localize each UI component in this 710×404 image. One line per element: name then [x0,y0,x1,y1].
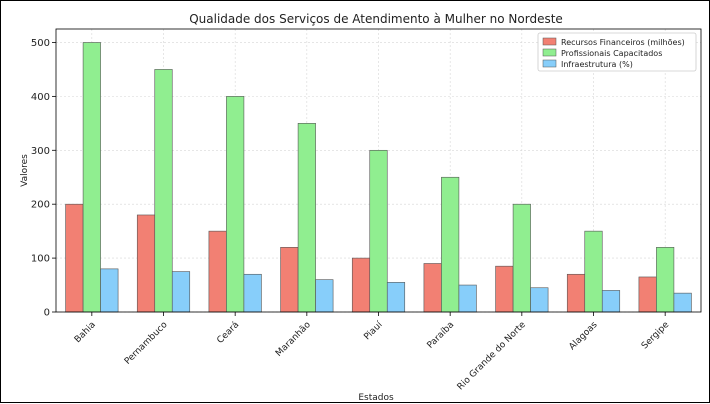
plot-area [55,28,702,313]
legend-swatch [542,59,557,68]
bar-1 [136,214,156,313]
bar-1 [566,273,586,313]
bar-2 [226,96,245,313]
x-tick-label: Alagoas [567,320,599,352]
bar-3 [458,284,477,313]
bar-3 [530,287,549,313]
x-tick-label: Pernambuco [123,320,170,367]
x-tick-label: Bahia [73,320,98,345]
chart-title: Qualidade dos Serviços de Atendimento à … [189,12,563,26]
legend-label: Recursos Financeiros (milhões) [561,38,685,47]
y-axis-label: Valores [20,154,30,187]
bar-2 [441,176,460,313]
bar-2 [656,247,675,313]
bars [65,42,692,313]
legend: Recursos Financeiros (milhões) Profission… [537,32,697,72]
bar-2 [584,230,603,313]
bar-3 [386,282,406,313]
x-axis-label: Estados [358,393,394,403]
bar-3 [315,279,334,313]
y-tick-label: 200 [31,200,50,211]
bar-1 [495,265,514,313]
bar-1 [423,263,442,313]
x-axis-ticks: Bahia Pernambuco Ceará Maranhão Piauí Paraíba… [73,312,672,392]
y-tick-label: 400 [31,92,50,103]
bar-1 [65,203,84,313]
bar-2 [82,42,101,313]
bar-3 [673,292,692,313]
y-tick-label: 500 [31,38,50,49]
y-tick-label: 0 [44,308,50,319]
x-tick-label: Piauí [362,320,385,343]
x-tick-label: Sergipe [640,320,672,352]
bar-3 [601,290,621,313]
x-tick-label: Maranhão [274,320,313,359]
legend-box [537,32,697,72]
bar-2 [297,123,316,313]
x-tick-label: Ceará [215,320,241,346]
y-tick-label: 100 [31,254,50,265]
bar-3 [243,273,262,313]
bar-1 [280,247,299,313]
x-tick-label: Rio Grande do Norte [456,320,529,393]
bar-1 [638,276,657,313]
bar-2 [154,69,173,313]
x-tick-label: Paraíba [426,320,457,351]
y-tick-label: 300 [31,146,50,157]
legend-label: Profissionais Capacitados [561,49,662,58]
bar-2 [512,203,531,313]
legend-label: Infraestrutura (%) [561,60,633,69]
bar-1 [208,230,227,313]
bar-3 [100,268,119,313]
bar-3 [171,271,191,313]
y-axis-ticks: 0 100 200 300 400 500 [31,38,56,319]
legend-swatch [542,37,557,46]
bar-2 [369,149,388,313]
bar-1 [351,257,371,313]
legend-swatch [542,48,557,57]
